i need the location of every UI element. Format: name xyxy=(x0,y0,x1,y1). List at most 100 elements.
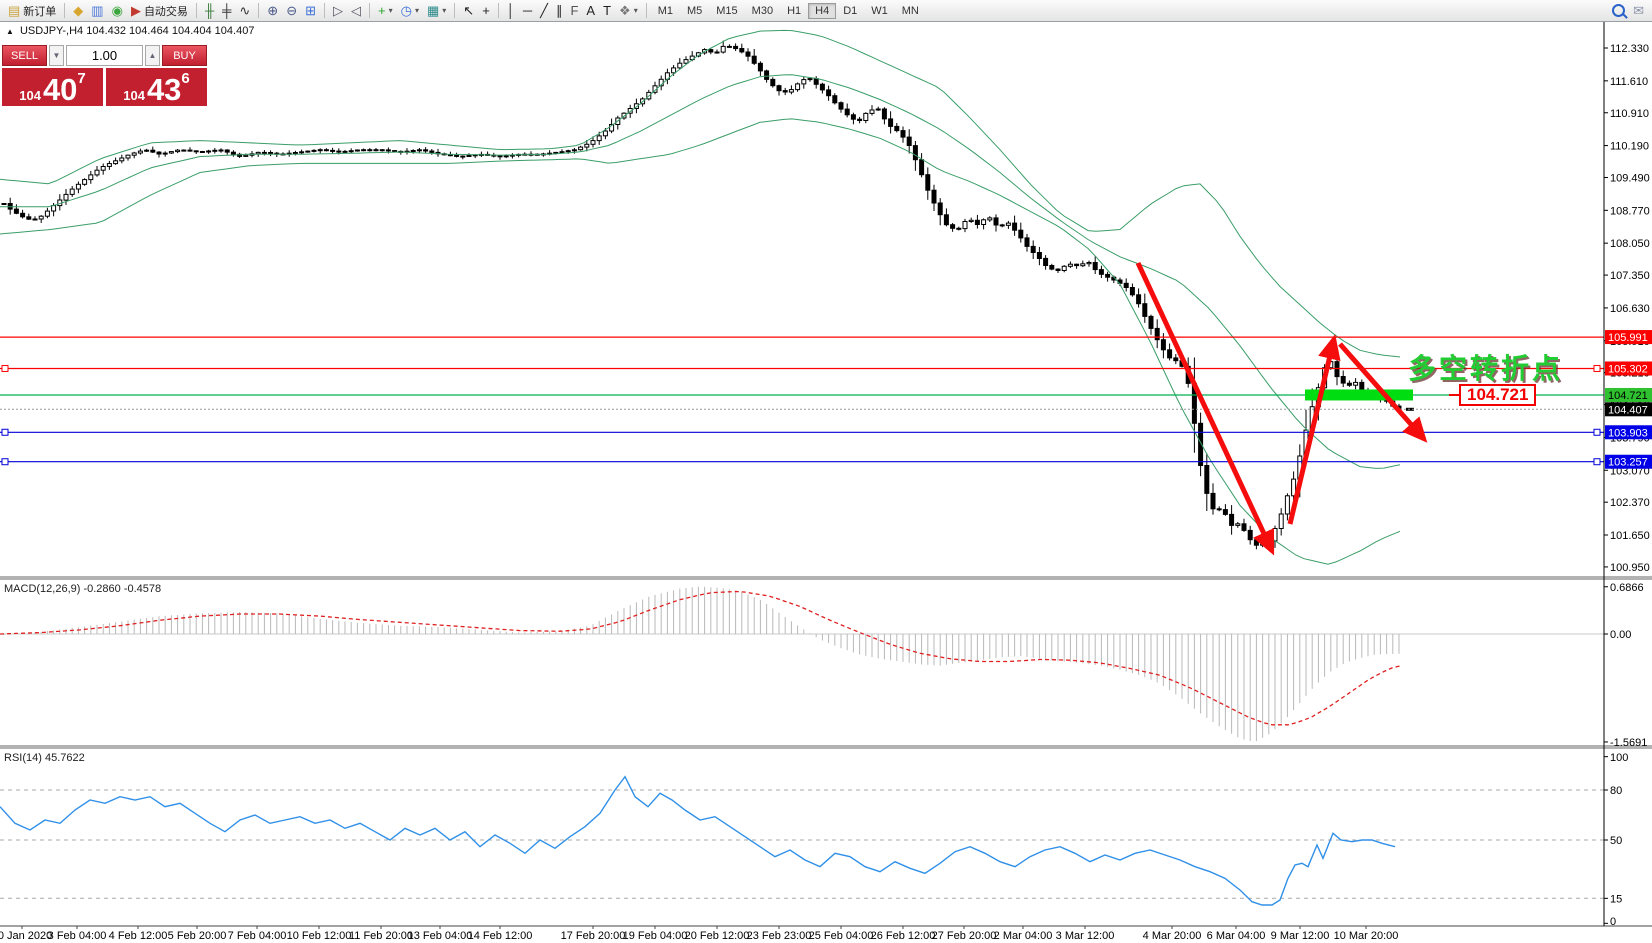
price-badge xyxy=(1605,402,1652,417)
shapes-button[interactable]: ❖ ▾ xyxy=(615,2,642,20)
periods-button: ◷ xyxy=(400,3,412,18)
time-axis-label: 3 Feb 04:00 xyxy=(48,930,107,942)
crosshair-icon[interactable]: + xyxy=(478,2,494,20)
time-axis-label: 11 Feb 20:00 xyxy=(349,930,413,942)
charts-icon[interactable]: ◆ xyxy=(69,2,87,20)
sell-button[interactable]: SELL xyxy=(2,45,47,66)
timeframe-h4[interactable]: H4 xyxy=(808,2,837,19)
hline-handle[interactable] xyxy=(1,458,9,466)
turning-point-annotation[interactable]: 多空转折点 xyxy=(1408,353,1564,384)
timeframe-m5[interactable]: M5 xyxy=(686,4,703,17)
toolbar-separator xyxy=(324,3,325,18)
label-icon[interactable]: T xyxy=(599,2,615,20)
price-callout-box[interactable]: 104.721 xyxy=(1459,384,1537,406)
zoom-out-icon[interactable]: ⊖ xyxy=(282,2,301,20)
autotrade-button[interactable]: ▶ 自动交易 xyxy=(127,2,192,20)
new-order-button[interactable]: ▤ 新订单 xyxy=(4,2,60,20)
candlestick-chart-icon[interactable]: ╪ xyxy=(218,2,235,20)
trend-arrow[interactable] xyxy=(1135,261,1275,556)
hline-handle[interactable] xyxy=(1,364,9,372)
price-badge-label: 104.407 xyxy=(1608,404,1648,416)
buy-button[interactable]: BUY xyxy=(162,45,207,66)
templates-button: ▦ xyxy=(426,3,440,18)
timeframe-w1[interactable]: W1 xyxy=(871,4,888,17)
hline-handle[interactable] xyxy=(1593,458,1601,466)
time-axis-label: 3 Mar 12:00 xyxy=(1056,930,1115,942)
horizontal-lines-layer[interactable] xyxy=(0,336,1604,466)
price-axis-label: 106.630 xyxy=(1610,303,1650,315)
price-badge-label: 103.903 xyxy=(1608,427,1648,439)
channel-icon[interactable]: ∥ xyxy=(552,2,567,20)
market-watch-icon[interactable]: ▥ xyxy=(87,2,107,20)
chart-shift-icon[interactable]: ◁ xyxy=(347,2,365,20)
horizontal-line-icon[interactable]: ─ xyxy=(519,2,536,20)
volume-increase-button[interactable]: ▲ xyxy=(145,45,160,66)
signals-icon[interactable]: ◉ xyxy=(108,2,127,20)
fibonacci-icon[interactable]: F xyxy=(566,2,582,20)
channel-icon: ∥ xyxy=(555,3,563,18)
line-chart-icon: ∿ xyxy=(239,3,251,18)
tile-windows-icon[interactable]: ⊞ xyxy=(301,2,320,20)
price-badge xyxy=(1605,387,1652,402)
zoom-in-icon[interactable]: ⊕ xyxy=(263,2,282,20)
templates-button[interactable]: ▦ ▾ xyxy=(423,2,450,20)
buy-price-big: 43 xyxy=(146,72,182,108)
rsi-pane xyxy=(0,775,1604,906)
hline-handle[interactable] xyxy=(1593,428,1601,436)
volume-input[interactable] xyxy=(66,45,143,66)
buy-price-sup: 6 xyxy=(181,70,190,87)
trend-arrow[interactable] xyxy=(1287,334,1341,525)
timeframe-m30[interactable]: M30 xyxy=(751,4,774,17)
templates-button-dropdown-icon[interactable]: ▾ xyxy=(442,6,447,15)
hline-handle[interactable] xyxy=(1,428,9,436)
arrow-annotations[interactable] xyxy=(1135,261,1428,556)
timeframe-mn[interactable]: MN xyxy=(901,4,919,17)
vertical-line-icon[interactable]: │ xyxy=(503,2,519,20)
toolbar-separator xyxy=(64,3,66,18)
search-icon[interactable] xyxy=(1608,2,1629,20)
bb-middle-band xyxy=(0,74,1401,469)
buy-price-display[interactable]: 104 43 6 xyxy=(106,68,207,106)
trendline-icon[interactable]: ╱ xyxy=(536,2,552,20)
timeframe-d1[interactable]: D1 xyxy=(843,4,858,17)
sell-price-prefix: 104 xyxy=(19,88,41,103)
bollinger-bands xyxy=(0,29,1401,565)
chat-icon[interactable]: ✉ xyxy=(1629,2,1648,20)
sell-price-display[interactable]: 104 40 7 xyxy=(2,68,103,106)
price-axis-label: 110.910 xyxy=(1610,108,1649,120)
cursor-icon[interactable]: ↖ xyxy=(459,2,478,20)
time-axis-label: 26 Feb 12:00 xyxy=(871,930,936,942)
zoom-in-icon: ⊕ xyxy=(267,3,279,18)
timeframe-h1[interactable]: H1 xyxy=(787,4,802,17)
timeframe-m1[interactable]: M1 xyxy=(657,4,673,17)
collapse-arrow-icon[interactable]: ▲ xyxy=(6,27,14,36)
search-icon xyxy=(1612,4,1626,17)
add-indicator-button: + xyxy=(378,3,386,18)
macd-axis-label: -1.5691 xyxy=(1610,737,1647,749)
fibonacci-icon: F xyxy=(570,3,579,18)
hline-handle[interactable] xyxy=(1593,364,1601,372)
price-badge xyxy=(1605,361,1652,376)
add-indicator-button-dropdown-icon[interactable]: ▾ xyxy=(388,6,393,15)
symbol-info-bar[interactable]: ▲ USDJPY-,H4 104.432 104.464 104.404 104… xyxy=(6,25,254,37)
trend-arrow[interactable] xyxy=(1338,342,1428,443)
autoscroll-icon[interactable]: ▷ xyxy=(329,2,347,20)
time-axis-label: 20 Feb 12:00 xyxy=(685,930,750,942)
new-order-button: ▤ xyxy=(8,3,21,18)
text-icon[interactable]: A xyxy=(582,2,599,20)
rsi-axis-label: 100 xyxy=(1610,752,1628,764)
volume-decrease-button[interactable]: ▼ xyxy=(49,45,64,66)
green-highlight-bar[interactable] xyxy=(1305,389,1413,401)
add-indicator-button[interactable]: + ▾ xyxy=(374,2,397,20)
periods-button[interactable]: ◷ ▾ xyxy=(397,2,423,20)
bar-chart-icon[interactable]: ╫ xyxy=(201,2,218,20)
one-click-trading-panel: SELL ▼ ▲ BUY 104 40 7 104 43 6 xyxy=(2,45,207,106)
shapes-button-dropdown-icon[interactable]: ▾ xyxy=(633,6,638,15)
timeframe-m15[interactable]: M15 xyxy=(716,4,738,17)
time-axis-label: 9 Mar 12:00 xyxy=(1271,930,1330,942)
chart-shift-icon: ◁ xyxy=(351,3,361,18)
periods-button-dropdown-icon[interactable]: ▾ xyxy=(414,6,419,15)
line-chart-icon[interactable]: ∿ xyxy=(235,2,254,20)
